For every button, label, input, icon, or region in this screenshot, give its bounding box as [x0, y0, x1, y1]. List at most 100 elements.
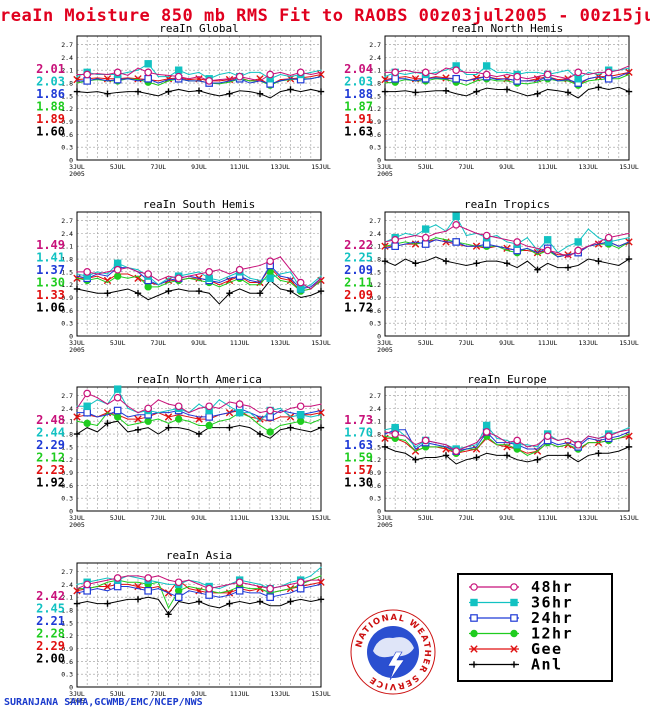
data-point: [134, 75, 142, 83]
mean-label-12hr: 2.11: [344, 276, 373, 290]
data-point: [482, 432, 491, 440]
legend-marker-end: [510, 629, 518, 638]
y-tick-label: 0.9: [61, 645, 73, 653]
y-tick-label: 0.6: [61, 482, 73, 490]
data-point: [435, 444, 437, 446]
data-point: [106, 73, 109, 76]
data-point: [127, 416, 129, 418]
data-point: [452, 74, 460, 83]
series-12hr: [384, 237, 630, 258]
x-tick-label: 5JUL: [110, 163, 126, 171]
data-point: [536, 446, 539, 448]
data-point: [76, 271, 78, 273]
data-point: [320, 575, 322, 577]
data-point: [83, 578, 91, 586]
legend-label: Gee: [531, 640, 563, 658]
data-point: [404, 69, 406, 71]
data-point: [289, 583, 292, 585]
data-point: [421, 74, 430, 83]
data-point: [536, 247, 539, 249]
data-point: [96, 579, 98, 581]
data-point: [597, 243, 600, 245]
data-point: [137, 412, 139, 414]
data-point: [567, 444, 569, 446]
data-point: [536, 448, 539, 450]
data-point: [506, 441, 508, 444]
data-point: [205, 77, 213, 85]
data-point: [404, 232, 406, 234]
y-tick-label: 2.1: [61, 243, 73, 251]
data-point: [557, 444, 559, 446]
data-point: [452, 238, 460, 246]
data-point: [174, 406, 183, 415]
data-point: [445, 78, 447, 80]
data-point: [421, 436, 430, 445]
data-point: [391, 74, 399, 83]
data-point: [452, 447, 460, 455]
y-tick-label: 2.1: [61, 67, 73, 75]
data-point: [218, 279, 220, 282]
data-point: [249, 82, 251, 84]
data-point: [167, 579, 170, 581]
data-point: [564, 89, 572, 96]
x-tick-label: 3JUL: [377, 339, 393, 347]
y-tick-label: 0.6: [61, 658, 73, 666]
data-point: [83, 580, 91, 589]
data-point: [228, 583, 231, 585]
data-point: [76, 420, 78, 422]
data-point: [482, 75, 491, 83]
data-point: [137, 269, 139, 271]
data-point: [83, 268, 91, 276]
panel-north-america: reaIn North America00.30.60.91.21.51.82.…: [36, 373, 331, 529]
data-point: [167, 281, 170, 284]
data-point: [557, 252, 559, 254]
legend-marker-end: [510, 598, 518, 607]
data-point: [574, 248, 582, 257]
data-point: [496, 71, 498, 73]
y-tick-label: 0.9: [369, 469, 381, 477]
data-point: [218, 585, 220, 588]
data-point: [174, 402, 183, 411]
data-point: [113, 265, 122, 274]
data-point: [564, 452, 572, 459]
data-point: [279, 73, 281, 76]
data-point: [317, 70, 325, 79]
series-line: [76, 73, 322, 86]
data-point: [195, 598, 203, 605]
series-line: [76, 279, 322, 305]
y-tick-label: 2.4: [61, 405, 73, 413]
data-point: [412, 456, 419, 463]
data-point: [249, 412, 251, 414]
data-point: [279, 585, 281, 588]
data-point: [465, 243, 467, 245]
mean-label-12hr: 2.12: [36, 451, 65, 465]
data-point: [198, 416, 200, 418]
data-point: [587, 437, 589, 439]
data-point: [391, 235, 399, 244]
series-Gee: [73, 266, 325, 292]
y-tick-label: 1.5: [369, 268, 381, 276]
x-tick-label: 5JUL: [418, 514, 434, 522]
data-point: [414, 243, 417, 245]
y-tick-label: 0.6: [61, 307, 73, 315]
data-point: [286, 584, 295, 593]
legend-label: 24hr: [531, 609, 573, 627]
data-point: [167, 277, 170, 279]
data-point: [266, 268, 274, 276]
y-tick-label: 1.8: [61, 80, 73, 88]
data-point: [289, 412, 292, 414]
data-point: [574, 441, 582, 449]
x-tick-label: 13JUL: [579, 163, 599, 171]
data-point: [228, 583, 231, 585]
data-point: [96, 79, 98, 81]
data-point: [310, 575, 312, 577]
data-point: [526, 78, 528, 80]
data-point: [411, 75, 420, 83]
data-point: [104, 90, 111, 97]
data-point: [134, 426, 142, 433]
data-point: [228, 80, 231, 82]
data-point: [144, 410, 152, 419]
data-point: [414, 80, 417, 82]
y-tick-label: 1.8: [369, 256, 381, 264]
data-point: [421, 443, 430, 451]
